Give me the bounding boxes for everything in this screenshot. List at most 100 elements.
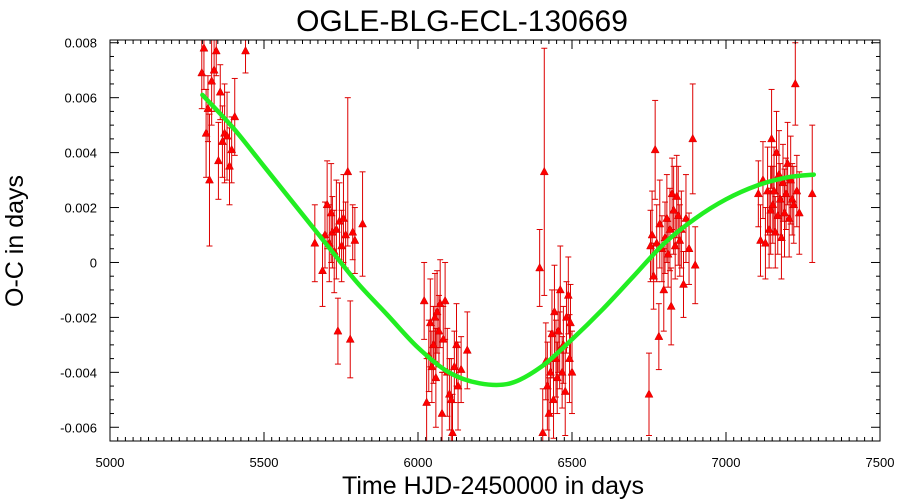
y-tick-label: 0.006 [64,91,97,106]
fit-curve [200,92,817,388]
data-point [425,317,435,327]
data-point [449,361,459,371]
data-point [201,128,211,137]
data-point [666,301,676,310]
data-point [681,213,691,222]
data-point [431,372,441,382]
data-point [646,240,655,250]
data-point [690,260,700,269]
data-point [427,361,437,371]
data-point [462,345,472,354]
data-point [337,240,347,250]
data-point [654,331,664,340]
data-point [437,408,447,417]
data-point [197,67,207,77]
data-point [644,389,654,398]
data-point [790,78,800,88]
data-point [753,188,763,198]
data-point [438,334,448,343]
data-point [550,306,559,316]
data-point [203,103,213,112]
data-point [345,334,355,343]
y-tick-label: -0.002 [60,310,97,325]
data-point [350,235,360,244]
data-point [655,218,665,228]
data-point [339,213,348,222]
data-point [652,238,662,247]
x-tick-labels: 5000 5500 6000 6500 7000 7500 [96,455,895,470]
x-tick-label: 5000 [96,455,125,470]
data-point [768,199,778,209]
data-point [772,147,781,156]
data-point [767,133,777,143]
data-point [209,65,219,74]
data-point [688,133,698,143]
data-point [665,224,675,233]
data-point [535,262,545,272]
data-point [807,188,817,198]
data-point [456,364,466,373]
data-point [647,229,657,239]
data-point [783,158,793,167]
data-point [775,194,785,203]
data-point [215,87,225,96]
y-tick-label: 0 [90,255,97,270]
data-point [452,339,461,349]
data-point [419,295,429,305]
data-point [553,326,563,335]
data-point [440,295,450,305]
data-point [675,235,685,244]
data-point [348,227,358,236]
data-point [567,367,577,376]
data-point [428,339,438,349]
x-axis-label: Time HJD-2450000 in days [342,472,644,500]
axis-ticks [109,40,881,441]
data-point [310,238,320,247]
data-point [670,240,680,250]
data-point [562,312,571,321]
data-point [555,284,565,294]
data-point [662,213,672,222]
data-point [557,367,567,376]
data-point [781,188,791,198]
data-point [770,227,780,236]
data-point [448,427,457,437]
data-point [222,131,232,140]
data-point [756,235,765,244]
data-point [789,199,799,209]
data-point [546,367,555,376]
data-point [669,205,679,214]
data-point [227,144,237,154]
y-tick-labels: -0.006 -0.004 -0.002 0 0.002 0.004 0.006 0.008 [60,36,97,436]
data-point [326,208,336,217]
data-point [432,306,442,316]
data-point [766,205,776,214]
data-point [792,186,802,195]
data-point [430,312,440,321]
y-tick-label: 0.008 [64,36,97,51]
data-point [320,229,330,239]
data-point [211,45,221,55]
data-point [544,408,554,417]
data-point [650,144,660,154]
data-point [784,213,794,222]
data-point [322,199,332,209]
data-point [769,186,779,195]
data-point [547,328,557,338]
data-point [213,155,223,165]
data-point [649,271,659,280]
chart-title: OGLE-BLG-ECL-130669 [296,5,628,38]
data-point [667,188,677,198]
data-point [444,389,454,398]
data-point [684,243,694,252]
data-point [794,208,804,217]
data-point [780,208,789,217]
y-axis-label: O-C in days [1,175,29,307]
data-point [199,43,209,52]
x-tick-label: 5500 [250,455,279,470]
data-point [434,326,444,335]
data-point [663,249,673,258]
x-tick-label: 6500 [558,455,587,470]
data-point [207,76,217,85]
